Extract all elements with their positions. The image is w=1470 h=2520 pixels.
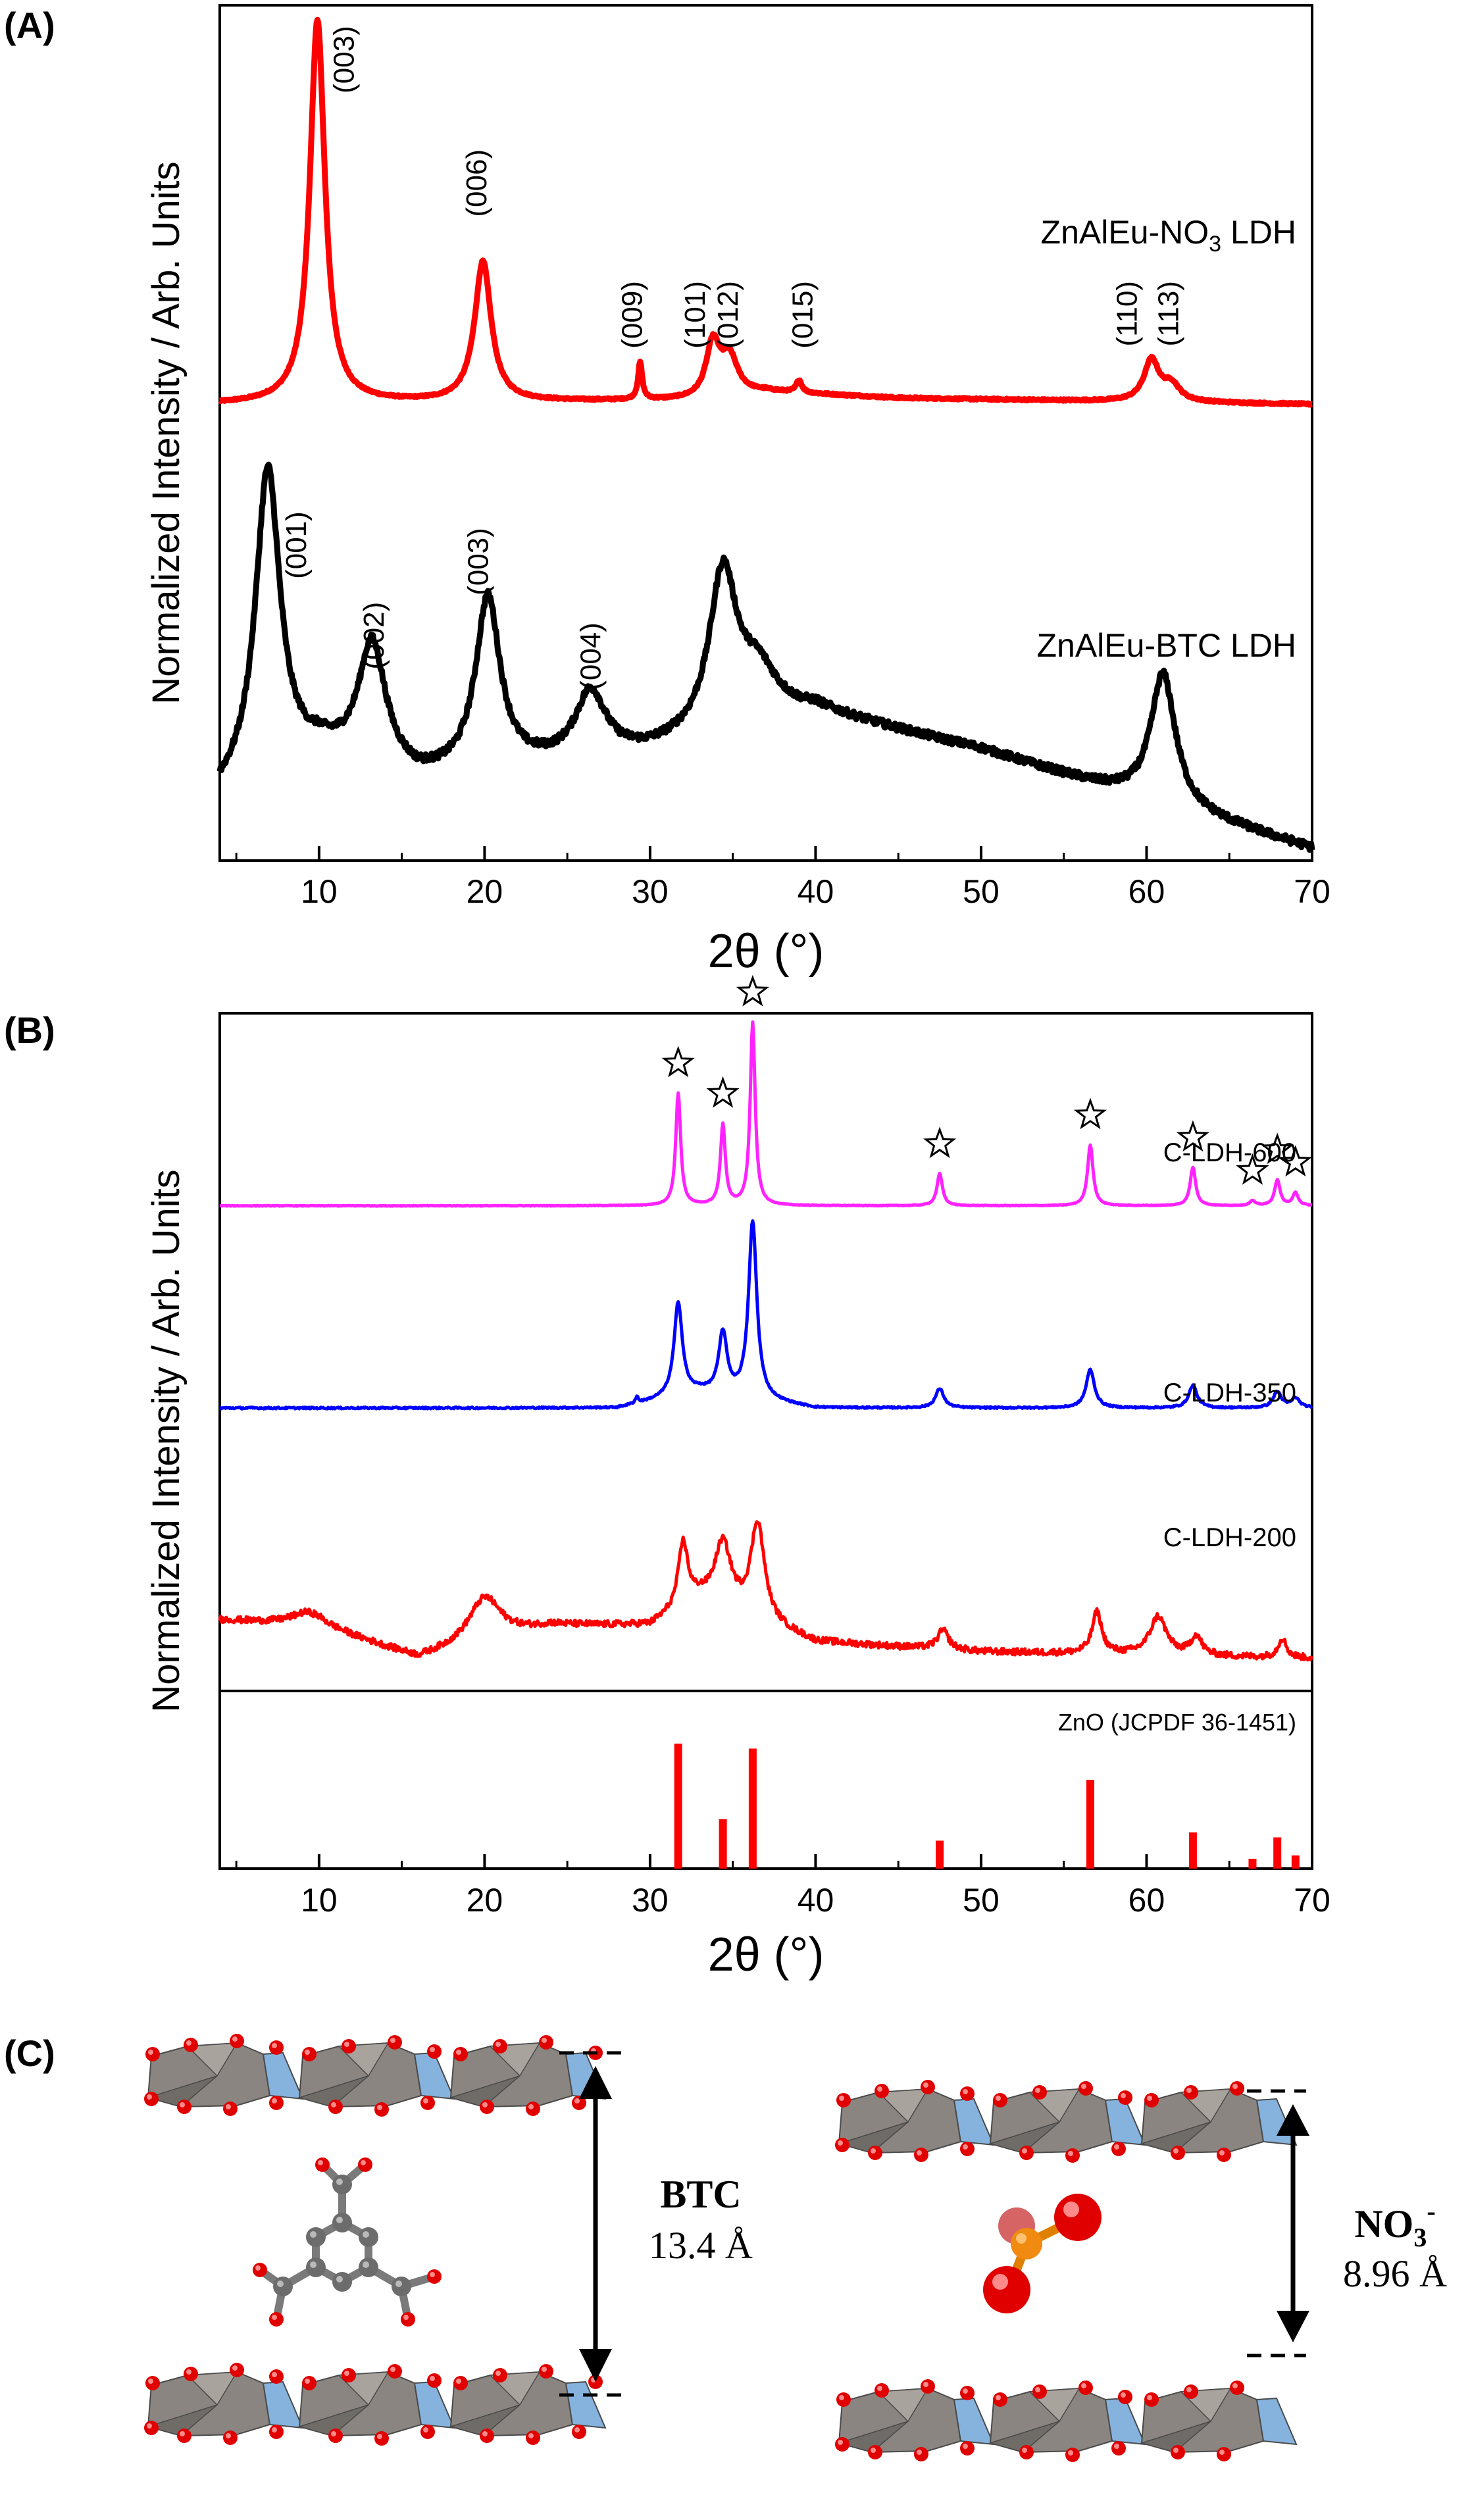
panel-c: (C) [4,2032,1447,2462]
peak-index-label: (009) [616,281,648,349]
panel-b-x-title: 2θ (°) [708,1928,824,1981]
zno-star-marker [1261,1132,1294,1165]
panel-b-y-title: Normalized Intensity / Arb. Units [145,1169,188,1712]
panel-a-x-title: 2θ (°) [708,925,824,978]
panel-b-label: (B) [4,1009,55,1051]
panel-b-series [218,1020,1314,1662]
zno-star-marker [1176,1120,1209,1152]
panel-a-y-title: Normalized Intensity / Arb. Units [145,161,188,704]
series-line-0 [217,16,1315,408]
panel-a-x-axis: 10 20 30 40 50 60 70 [235,846,1331,910]
nitrate-molecule [983,2194,1102,2313]
peak-index-label: (101) [679,281,711,349]
no3-top-layer [835,2080,1297,2163]
zno-reference-stick [1273,1837,1282,1869]
btc-spacing-value: 13.4 Å [649,2224,753,2267]
peak-index-label: (015) [786,281,819,349]
x-tick-label: 60 [1128,873,1165,910]
x-tick-label: 60 [1128,1882,1165,1919]
legend-znaleu-btc: ZnAlEu-BTC LDH [1036,627,1296,664]
x-tick-label: 20 [467,873,503,910]
no3-spacing-value: 8.96 Å [1343,2252,1447,2295]
panel-b-star-markers [661,974,1313,1185]
x-tick-label: 10 [301,873,338,910]
legend-c-ldh-350: C-LDH-350 [1163,1378,1296,1407]
peak-index-label: (003) [328,26,361,93]
peak-index-label: (004) [574,622,607,690]
zno-star-marker [661,1046,695,1078]
zno-star-marker [706,1076,740,1108]
x-tick-label: 20 [467,1882,503,1919]
series-line-2 [218,1520,1314,1662]
peak-index-label: (003) [462,528,494,595]
peak-index-label: (002) [358,602,390,670]
zno-star-marker [1279,1145,1313,1177]
panel-a-label: (A) [4,5,55,46]
series-line-1 [216,461,1315,853]
panel-a-frame [218,4,1313,862]
panel-b-frame [218,1012,1313,1870]
x-tick-label: 10 [301,1882,338,1919]
panel-a-peak-labels: (003) (006) (009) (101) (012) (015) (110) (113)… [280,26,1184,690]
series-line-0 [218,1020,1313,1208]
legend-c-ldh-600: C-LDH-600 [1163,1138,1296,1167]
x-tick-label: 40 [798,1882,834,1919]
zno-reference-stick [674,1744,682,1869]
panel-b: (B) 10 20 30 40 50 60 70 C-LDH-600 C-LDH-350 C… [4,974,1331,1981]
no3-bottom-layer [835,2379,1297,2462]
no3-ldh-structure: NO3- 8.96 Å [835,2080,1447,2462]
peak-index-label: (012) [712,281,744,349]
btc-label: BTC [660,2173,741,2216]
zno-reference-stick [1248,1859,1257,1869]
x-tick-label: 40 [798,873,834,910]
bottom-hydroxide-layer [144,2363,606,2446]
no3-label: NO3- [1354,2196,1435,2252]
legend-c-ldh-200: C-LDH-200 [1163,1523,1296,1552]
btc-spacing-arrow [559,2051,625,2397]
peak-index-label: (001) [280,511,313,579]
series-line-1 [218,1219,1313,1411]
zno-star-marker [736,974,770,1007]
zno-star-marker [1073,1097,1107,1130]
top-hydroxide-layer [144,2034,606,2117]
x-tick-label: 50 [963,1882,1000,1919]
zno-reference-stick [748,1748,757,1869]
zno-reference-stick [1291,1855,1300,1869]
peak-index-label: (006) [461,149,493,217]
panel-a: (A) 10 20 30 40 50 60 70 (003)(006)(009) (101)(… [4,4,1331,978]
x-tick-label: 30 [632,1882,669,1919]
x-tick-label: 70 [1294,1882,1331,1919]
peak-index-label: (110) [1111,281,1143,346]
x-tick-label: 50 [963,873,1000,910]
zno-reference-stick [1188,1832,1197,1869]
zno-reference-stick [1086,1780,1094,1869]
peak-index-label: (113) [1152,281,1184,346]
zno-reference-stick [936,1840,944,1869]
legend-znaleu-no3: ZnAlEu-NO3 LDH [1041,214,1296,257]
panel-b-reference-sticks [674,1744,1300,1869]
no3-spacing-arrow [1247,2089,1309,2357]
zno-star-marker [1236,1153,1269,1185]
panel-b-x-axis: 10 20 30 40 50 60 70 [235,1854,1331,1919]
legend-zno-reference: ZnO (JCPDF 36-1451) [1058,1709,1296,1736]
zno-reference-stick [719,1819,727,1869]
panel-a-series [216,16,1315,853]
zno-star-marker [923,1126,957,1159]
x-tick-label: 70 [1294,873,1331,910]
x-tick-label: 30 [632,873,669,910]
btc-ldh-structure: BTC 13.4 Å [144,2034,753,2446]
panel-c-label: (C) [4,2032,55,2074]
